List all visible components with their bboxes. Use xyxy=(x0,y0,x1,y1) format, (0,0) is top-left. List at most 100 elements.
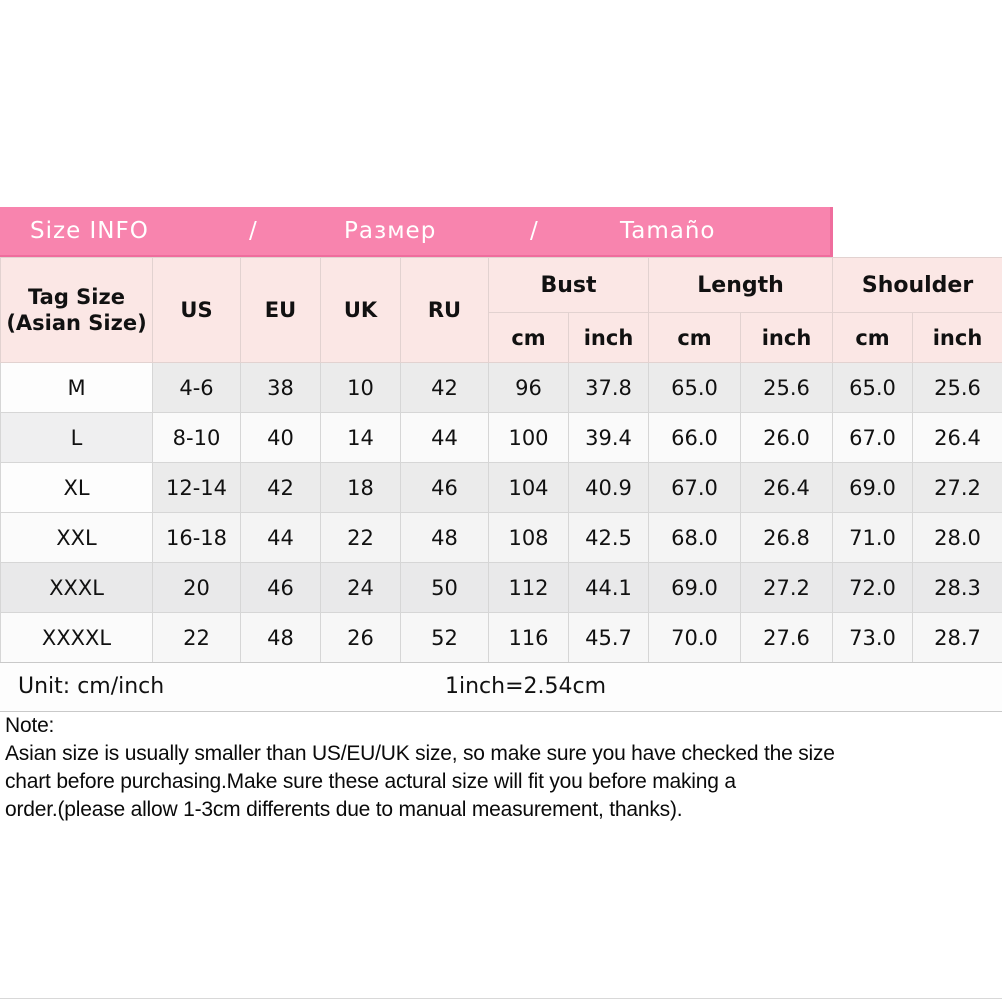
cell-length-cm: 70.0 xyxy=(648,612,742,663)
unit-row: Unit: cm/inch 1inch=2.54cm xyxy=(0,662,1002,712)
cell-shoulder-cm: 65.0 xyxy=(832,362,914,413)
note-heading: Note: xyxy=(5,714,55,737)
cell-tag: M xyxy=(0,362,153,413)
cell-ru: 44 xyxy=(400,412,489,463)
cell-us: 12-14 xyxy=(152,462,241,513)
cell-us: 4-6 xyxy=(152,362,241,413)
cell-tag: XL xyxy=(0,462,153,513)
cell-us: 16-18 xyxy=(152,512,241,563)
cell-eu: 38 xyxy=(240,362,321,413)
cell-length-cm: 69.0 xyxy=(648,562,742,613)
cell-bust-cm: 100 xyxy=(488,412,569,463)
cell-bust-cm: 104 xyxy=(488,462,569,513)
cell-tag: XXXL xyxy=(0,562,153,613)
cell-uk: 14 xyxy=(320,412,401,463)
header-tag-size-line1: Tag Size xyxy=(28,285,125,309)
cell-shoulder-cm: 67.0 xyxy=(832,412,914,463)
cell-ru: 48 xyxy=(400,512,489,563)
banner-title-spanish: Tamaño xyxy=(620,218,716,244)
table-row-l: L 8-10 40 14 44 100 39.4 66.0 26.0 67.0 … xyxy=(0,412,1002,463)
cell-bust-inch: 40.9 xyxy=(567,462,650,513)
header-shoulder-cm: cm xyxy=(832,312,914,363)
cell-shoulder-cm: 73.0 xyxy=(832,612,914,663)
table-row-xxl: XXL 16-18 44 22 48 108 42.5 68.0 26.8 71… xyxy=(0,512,1002,563)
cell-bust-inch: 42.5 xyxy=(567,512,650,563)
cell-bust-cm: 108 xyxy=(488,512,569,563)
cell-us: 22 xyxy=(152,612,241,663)
cell-uk: 18 xyxy=(320,462,401,513)
cell-shoulder-inch: 28.0 xyxy=(912,512,1002,563)
note-block: Note: Asian size is usually smaller than… xyxy=(5,712,997,824)
cell-bust-cm: 116 xyxy=(488,612,569,663)
cell-shoulder-inch: 28.7 xyxy=(912,612,1002,663)
cell-shoulder-cm: 72.0 xyxy=(832,562,914,613)
unit-conversion: 1inch=2.54cm xyxy=(445,674,607,699)
cell-uk: 26 xyxy=(320,612,401,663)
table-row-m: M 4-6 38 10 42 96 37.8 65.0 25.6 65.0 25… xyxy=(0,362,1002,413)
table-header-group-row: Tag Size (Asian Size) US EU UK RU Bust L… xyxy=(0,257,1002,363)
header-shoulder-inch: inch xyxy=(912,312,1002,363)
cell-length-inch: 26.0 xyxy=(740,412,834,463)
banner-title-russian: Размер xyxy=(344,218,437,244)
cell-length-inch: 27.2 xyxy=(740,562,834,613)
note-line: order.(please allow 1-3cm differents due… xyxy=(5,798,683,821)
cell-length-cm: 65.0 xyxy=(648,362,742,413)
cell-bust-inch: 44.1 xyxy=(567,562,650,613)
bottom-divider xyxy=(0,998,1002,999)
header-eu: EU xyxy=(240,257,321,363)
cell-bust-inch: 45.7 xyxy=(567,612,650,663)
cell-length-cm: 68.0 xyxy=(648,512,742,563)
cell-length-cm: 67.0 xyxy=(648,462,742,513)
cell-eu: 40 xyxy=(240,412,321,463)
cell-length-inch: 26.4 xyxy=(740,462,834,513)
cell-bust-inch: 39.4 xyxy=(567,412,650,463)
cell-length-cm: 66.0 xyxy=(648,412,742,463)
cell-shoulder-inch: 25.6 xyxy=(912,362,1002,413)
note-line: chart before purchasing.Make sure these … xyxy=(5,770,736,793)
banner-title-english: Size INFO xyxy=(30,218,149,244)
cell-bust-cm: 112 xyxy=(488,562,569,613)
cell-ru: 52 xyxy=(400,612,489,663)
cell-shoulder-inch: 27.2 xyxy=(912,462,1002,513)
header-bust-inch: inch xyxy=(567,312,650,363)
header-uk: UK xyxy=(320,257,401,363)
cell-bust-cm: 96 xyxy=(488,362,569,413)
header-bust-cm: cm xyxy=(488,312,569,363)
cell-uk: 10 xyxy=(320,362,401,413)
header-tag-size: Tag Size (Asian Size) xyxy=(0,257,153,363)
size-info-banner: Size INFO / Размер / Tamaño xyxy=(0,207,833,257)
cell-shoulder-inch: 28.3 xyxy=(912,562,1002,613)
size-table: Tag Size (Asian Size) US EU UK RU Bust L… xyxy=(0,257,1002,663)
table-row-xxxl: XXXL 20 46 24 50 112 44.1 69.0 27.2 72.0… xyxy=(0,562,1002,613)
cell-us: 20 xyxy=(152,562,241,613)
cell-length-inch: 25.6 xyxy=(740,362,834,413)
cell-eu: 46 xyxy=(240,562,321,613)
cell-length-inch: 27.6 xyxy=(740,612,834,663)
cell-eu: 42 xyxy=(240,462,321,513)
cell-eu: 44 xyxy=(240,512,321,563)
cell-ru: 46 xyxy=(400,462,489,513)
note-line: Asian size is usually smaller than US/EU… xyxy=(5,742,835,765)
cell-bust-inch: 37.8 xyxy=(567,362,650,413)
header-length-cm: cm xyxy=(648,312,742,363)
cell-length-inch: 26.8 xyxy=(740,512,834,563)
cell-shoulder-cm: 69.0 xyxy=(832,462,914,513)
cell-uk: 22 xyxy=(320,512,401,563)
header-shoulder: Shoulder xyxy=(832,257,1002,313)
cell-tag: XXXXL xyxy=(0,612,153,663)
header-ru: RU xyxy=(400,257,489,363)
cell-shoulder-inch: 26.4 xyxy=(912,412,1002,463)
header-length: Length xyxy=(648,257,834,313)
cell-tag: XXL xyxy=(0,512,153,563)
cell-us: 8-10 xyxy=(152,412,241,463)
cell-eu: 48 xyxy=(240,612,321,663)
header-tag-size-line2: (Asian Size) xyxy=(6,311,147,335)
cell-ru: 50 xyxy=(400,562,489,613)
cell-shoulder-cm: 71.0 xyxy=(832,512,914,563)
header-bust: Bust xyxy=(487,257,650,313)
table-header-unit-row: cm inch cm inch cm inch xyxy=(1,312,1002,363)
unit-label: Unit: cm/inch xyxy=(18,674,165,699)
cell-uk: 24 xyxy=(320,562,401,613)
table-row-xl: XL 12-14 42 18 46 104 40.9 67.0 26.4 69.… xyxy=(0,462,1002,513)
